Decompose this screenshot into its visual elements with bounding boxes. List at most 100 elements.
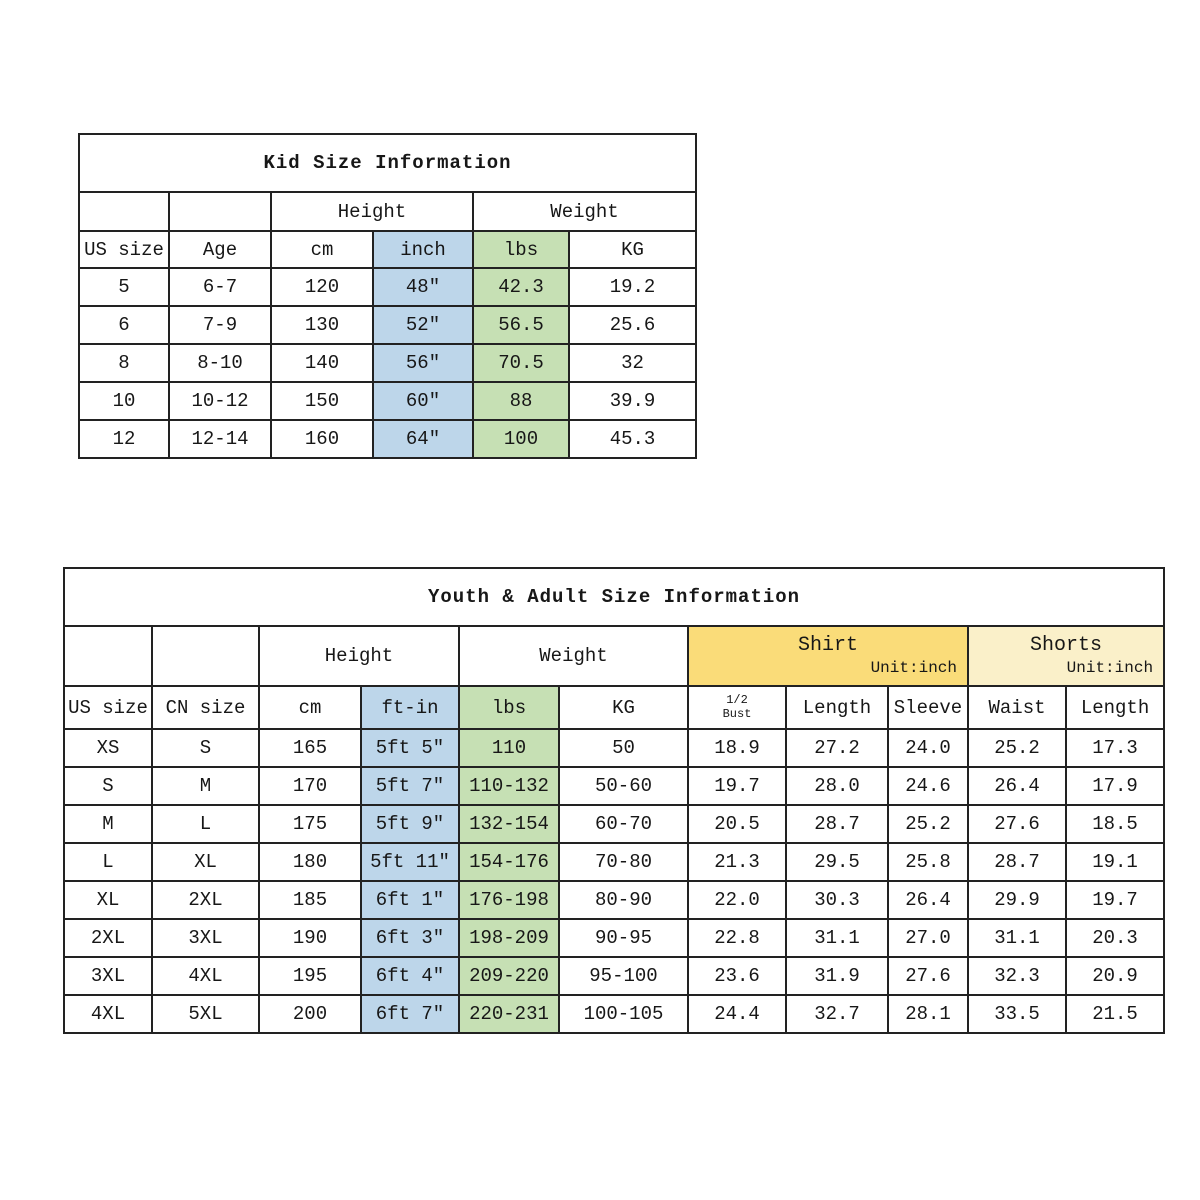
table-cell: 12: [78, 419, 170, 459]
column-header-cn-size: CN size: [151, 685, 260, 730]
table-cell: 25.2: [967, 728, 1067, 768]
kid-table-row: 8 8-10 140 56″ 70.5 32: [78, 343, 698, 383]
column-header-inch: inch: [372, 230, 474, 269]
table-cell: 19.7: [1064, 880, 1166, 920]
table-cell: 90-95: [558, 918, 689, 958]
table-cell: 32.3: [967, 956, 1067, 996]
table-cell: XS: [63, 728, 153, 768]
table-cell: 10: [78, 381, 170, 421]
table-cell: 33.5: [967, 994, 1067, 1034]
table-cell: M: [63, 804, 153, 844]
table-cell: L: [63, 842, 153, 882]
adult-table-row: 2XL 3XL 190 6ft 3″ 198-209 90-95 22.8 31…: [63, 918, 1166, 958]
table-cell: 25.6: [567, 305, 698, 345]
column-header-cm: cm: [258, 685, 362, 730]
table-cell: S: [63, 766, 153, 806]
table-cell: 190: [258, 918, 362, 958]
table-cell: 3XL: [63, 956, 153, 996]
table-cell: 27.2: [785, 728, 889, 768]
table-cell: 28.7: [785, 804, 889, 844]
table-cell: 80-90: [558, 880, 689, 920]
table-cell: 28.1: [887, 994, 969, 1034]
table-cell: 24.6: [887, 766, 969, 806]
table-cell: 5ft 7″: [360, 766, 460, 806]
kid-size-table: Kid Size Information Height Weight US si…: [77, 133, 698, 459]
table-cell: 60″: [372, 381, 474, 421]
table-cell: 198-209: [458, 918, 560, 958]
table-cell: 18.5: [1064, 804, 1166, 844]
table-cell: 42.3: [472, 267, 570, 307]
group-header-height: Height: [270, 191, 474, 232]
table-cell: 7-9: [168, 305, 272, 345]
table-cell: 154-176: [458, 842, 560, 882]
group-header-shorts: Shorts Unit:inch: [966, 625, 1166, 687]
column-header-us-size: US size: [78, 230, 170, 269]
table-cell: 17.3: [1064, 728, 1166, 768]
table-cell: 220-231: [458, 994, 560, 1034]
table-cell: 29.9: [967, 880, 1067, 920]
column-header-shirt-length: Length: [785, 685, 889, 730]
shirt-unit-label: Unit:inch: [870, 659, 957, 678]
table-cell: 18.9: [687, 728, 787, 768]
table-cell: 27.0: [887, 918, 969, 958]
table-cell: 6ft 1″: [360, 880, 460, 920]
adult-table-row: XS S 165 5ft 5″ 110 50 18.9 27.2 24.0 25…: [63, 728, 1166, 768]
table-cell: 100-105: [558, 994, 689, 1034]
table-cell: 29.5: [785, 842, 889, 882]
table-cell: 12-14: [168, 419, 272, 459]
table-cell: 180: [258, 842, 362, 882]
table-cell: 25.8: [887, 842, 969, 882]
adult-table-title: Youth & Adult Size Information: [62, 567, 1166, 627]
table-cell: 6: [78, 305, 170, 345]
table-cell: 31.1: [967, 918, 1067, 958]
adult-size-table: Youth & Adult Size Information Height We…: [62, 567, 1166, 1034]
table-cell: 5: [78, 267, 170, 307]
table-cell: 132-154: [458, 804, 560, 844]
table-cell: 50: [558, 728, 689, 768]
table-cell: 27.6: [887, 956, 969, 996]
table-cell: 19.7: [687, 766, 787, 806]
adult-table-row: M L 175 5ft 9″ 132-154 60-70 20.5 28.7 2…: [63, 804, 1166, 844]
table-cell: 6ft 3″: [360, 918, 460, 958]
table-cell: 185: [258, 880, 362, 920]
table-cell: XL: [151, 842, 260, 882]
table-cell: 56″: [372, 343, 474, 383]
table-cell: 100: [472, 419, 570, 459]
table-cell: 52″: [372, 305, 474, 345]
column-header-ft-in: ft-in: [360, 685, 460, 730]
column-header-kg: KG: [558, 685, 689, 730]
shorts-label: Shorts: [1030, 634, 1103, 658]
table-cell: 209-220: [458, 956, 560, 996]
table-cell: 50-60: [558, 766, 689, 806]
table-cell: 45.3: [567, 419, 698, 459]
table-cell: 64″: [372, 419, 474, 459]
table-cell: 5ft 11″: [360, 842, 460, 882]
table-cell: 8: [78, 343, 170, 383]
table-cell: 195: [258, 956, 362, 996]
table-cell: 28.0: [785, 766, 889, 806]
group-header-weight: Weight: [471, 191, 698, 232]
table-cell: 25.2: [887, 804, 969, 844]
table-cell: 20.9: [1064, 956, 1166, 996]
table-cell: 19.2: [567, 267, 698, 307]
table-cell: 200: [258, 994, 362, 1034]
shorts-unit-label: Unit:inch: [1066, 659, 1154, 678]
table-cell: 23.6: [687, 956, 787, 996]
table-cell: 30.3: [785, 880, 889, 920]
table-cell: 5ft 9″: [360, 804, 460, 844]
table-cell: 8-10: [168, 343, 272, 383]
table-cell: 10-12: [168, 381, 272, 421]
adult-table-row: L XL 180 5ft 11″ 154-176 70-80 21.3 29.5…: [63, 842, 1166, 882]
table-cell: 2XL: [63, 918, 153, 958]
table-cell: 110-132: [458, 766, 560, 806]
table-cell: 4XL: [151, 956, 260, 996]
table-cell: L: [151, 804, 260, 844]
kid-table-row: 10 10-12 150 60″ 88 39.9: [78, 381, 698, 421]
table-cell: 20.3: [1064, 918, 1166, 958]
kid-table-row: 5 6-7 120 48″ 42.3 19.2: [78, 267, 698, 307]
column-header-waist: Waist: [967, 685, 1067, 730]
table-cell: 56.5: [472, 305, 570, 345]
table-cell: 26.4: [887, 880, 969, 920]
table-cell: 176-198: [458, 880, 560, 920]
